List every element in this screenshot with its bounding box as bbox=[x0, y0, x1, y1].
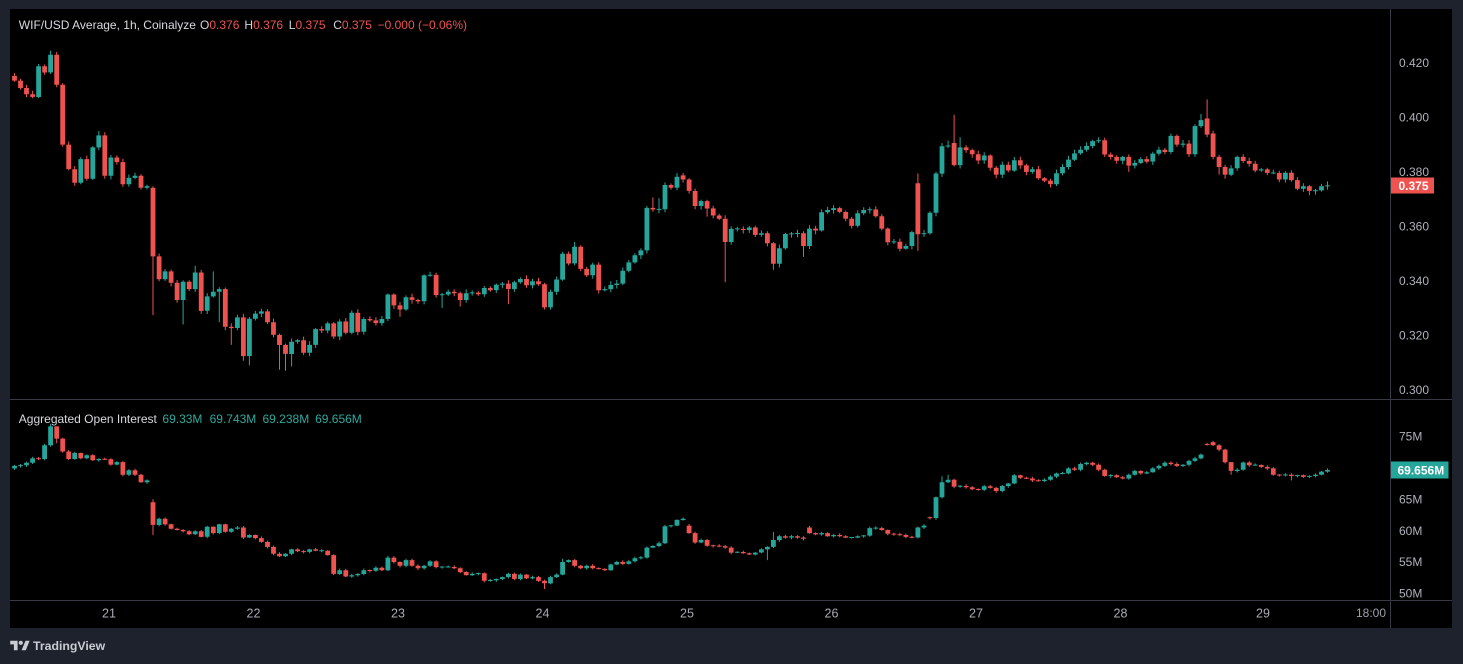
svg-text:0.375: 0.375 bbox=[1399, 179, 1429, 193]
svg-text:55M: 55M bbox=[1399, 555, 1422, 569]
svg-text:22: 22 bbox=[247, 607, 261, 621]
svg-text:50M: 50M bbox=[1399, 587, 1422, 601]
svg-text:WIF/USD Average, 1h, Coinalyze: WIF/USD Average, 1h, Coinalyze bbox=[19, 18, 197, 32]
svg-text:60M: 60M bbox=[1399, 524, 1422, 538]
svg-text:69.656M: 69.656M bbox=[315, 412, 362, 426]
svg-text:−0.000 (−0.06%): −0.000 (−0.06%) bbox=[378, 18, 467, 32]
svg-text:27: 27 bbox=[969, 607, 983, 621]
svg-text:0.400: 0.400 bbox=[1399, 111, 1429, 125]
svg-text:29: 29 bbox=[1256, 607, 1270, 621]
svg-text:25: 25 bbox=[680, 607, 694, 621]
svg-text:Aggregated Open Interest: Aggregated Open Interest bbox=[19, 412, 158, 426]
svg-text:69.656M: 69.656M bbox=[1398, 464, 1445, 478]
svg-text:C0.375: C0.375 bbox=[333, 18, 372, 32]
svg-text:26: 26 bbox=[825, 607, 839, 621]
svg-text:0.320: 0.320 bbox=[1399, 329, 1429, 343]
svg-text:18:00: 18:00 bbox=[1356, 606, 1386, 620]
svg-text:0.300: 0.300 bbox=[1399, 383, 1429, 397]
svg-text:21: 21 bbox=[102, 607, 116, 621]
svg-text:69.743M: 69.743M bbox=[210, 412, 257, 426]
svg-text:0.340: 0.340 bbox=[1399, 274, 1429, 288]
svg-text:0.360: 0.360 bbox=[1399, 220, 1429, 234]
svg-text:75M: 75M bbox=[1399, 430, 1422, 444]
svg-text:L0.375: L0.375 bbox=[289, 18, 326, 32]
svg-text:H0.376: H0.376 bbox=[244, 18, 283, 32]
svg-text:24: 24 bbox=[536, 607, 550, 621]
svg-text:28: 28 bbox=[1114, 607, 1128, 621]
svg-text:69.33M: 69.33M bbox=[162, 412, 202, 426]
svg-text:TradingView: TradingView bbox=[33, 639, 106, 653]
svg-text:65M: 65M bbox=[1399, 492, 1422, 506]
svg-text:23: 23 bbox=[391, 607, 405, 621]
svg-text:0.420: 0.420 bbox=[1399, 56, 1429, 70]
svg-text:69.238M: 69.238M bbox=[263, 412, 310, 426]
svg-text:O0.376: O0.376 bbox=[200, 18, 240, 32]
svg-text:0.380: 0.380 bbox=[1399, 165, 1429, 179]
